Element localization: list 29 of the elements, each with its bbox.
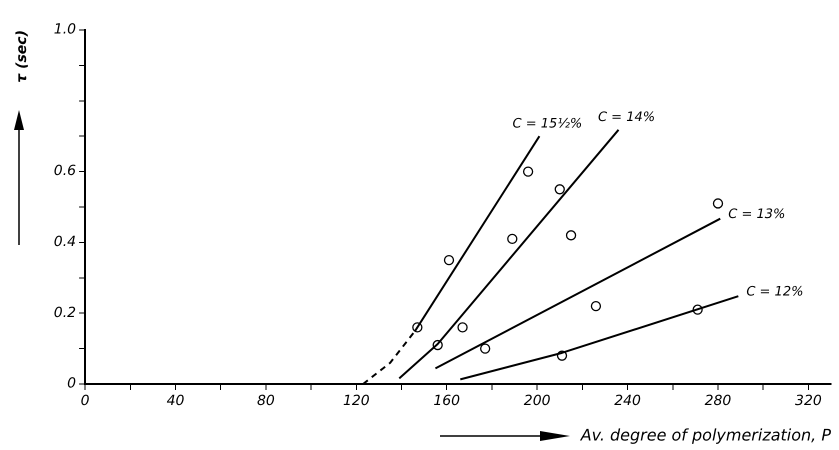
- x-tick-label: 160: [433, 393, 460, 410]
- y-tick-label: 1.0: [54, 22, 76, 38]
- point: [522, 166, 534, 177]
- point: [712, 198, 724, 209]
- y-axis-title: τ (sec): [14, 30, 30, 83]
- point: [566, 230, 576, 240]
- point: [554, 184, 565, 194]
- y-tick-label: 0.4: [54, 234, 76, 250]
- x-tick-label: 80: [256, 393, 275, 410]
- x-tick-label: 240: [614, 393, 642, 410]
- x-tick-label: 120: [342, 393, 370, 410]
- y-tick-label: 0: [67, 376, 76, 392]
- x-axis-title: Av. degree of polymerization, P: [580, 426, 832, 445]
- x-tick-label: 0: [80, 393, 90, 410]
- point: [457, 322, 468, 333]
- point: [480, 343, 490, 354]
- series-label: C = 12%: [746, 284, 804, 300]
- point: [590, 300, 602, 312]
- series-label: C = 13%: [728, 207, 786, 222]
- point: [444, 254, 454, 266]
- series-label: C = 14%: [598, 110, 656, 126]
- x-tick-label: 280: [704, 393, 732, 410]
- x-tick-label: 320: [795, 393, 822, 410]
- x-tick-label: 40: [166, 393, 184, 410]
- point: [507, 234, 518, 244]
- x-tick-label: 200: [524, 393, 551, 410]
- y-tick-label: 0.6: [54, 163, 76, 180]
- series-label: C = 15½%: [512, 116, 582, 132]
- y-tick-label: 0.2: [54, 304, 76, 321]
